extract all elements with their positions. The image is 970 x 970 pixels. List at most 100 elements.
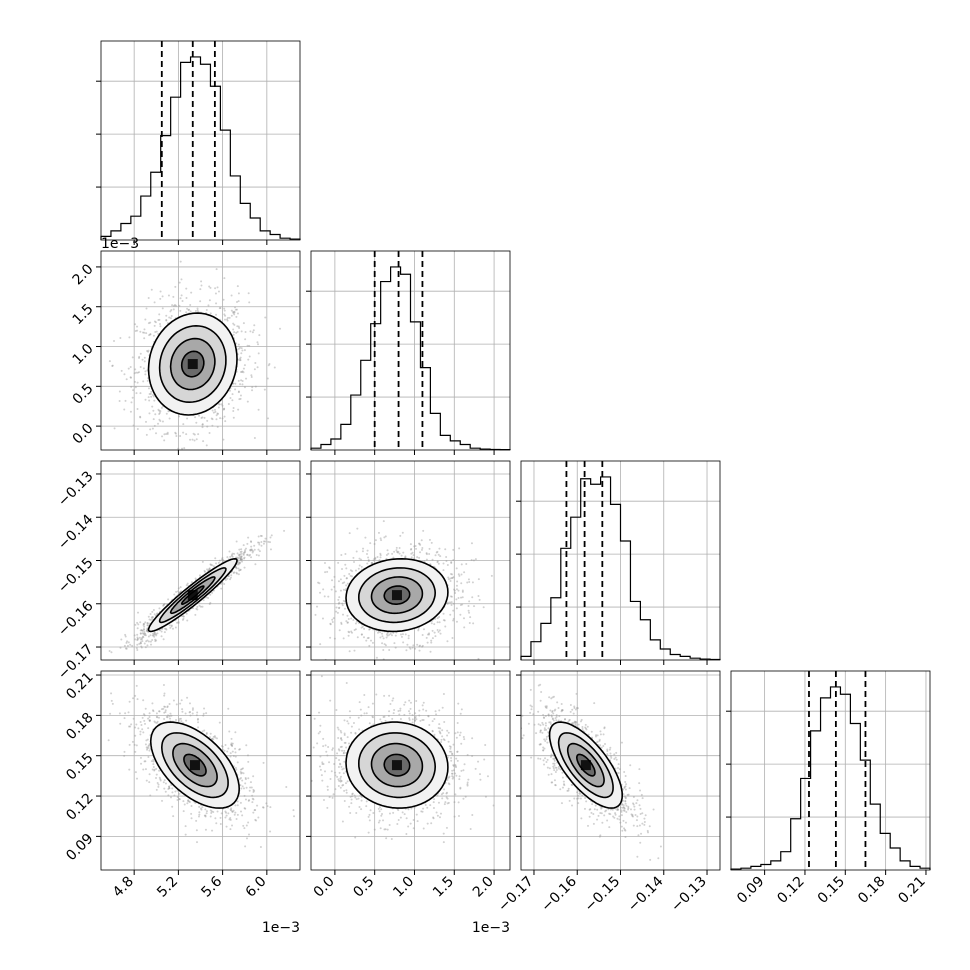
sample-point: [233, 552, 236, 555]
sample-point: [215, 737, 218, 740]
sample-point: [447, 576, 450, 579]
density-layer: [311, 675, 495, 844]
sample-point: [463, 738, 466, 741]
sample-point: [162, 781, 165, 784]
sample-point: [157, 785, 160, 788]
sample-point: [258, 334, 261, 337]
sample-point: [319, 730, 322, 733]
sample-point: [210, 417, 213, 420]
sample-point: [626, 793, 629, 796]
sample-point: [460, 742, 463, 745]
sample-point: [396, 550, 399, 553]
sample-point: [147, 322, 150, 325]
sample-point: [555, 715, 558, 718]
sample-point: [238, 748, 241, 751]
x-tick-label: 4.8: [110, 874, 137, 901]
sample-point: [232, 333, 235, 336]
sample-point: [148, 712, 151, 715]
sample-point: [539, 699, 542, 702]
sample-point: [334, 771, 337, 774]
sample-point: [486, 775, 489, 778]
sample-point: [257, 535, 260, 538]
sample-point: [240, 379, 243, 382]
sample-point: [412, 554, 415, 557]
sample-point: [342, 599, 345, 602]
sample-point: [234, 751, 237, 754]
sample-point: [141, 632, 144, 635]
sample-point: [190, 804, 193, 807]
sample-point: [338, 749, 341, 752]
sample-point: [368, 628, 371, 631]
sample-point: [381, 642, 384, 645]
sample-point: [98, 652, 100, 654]
sample-point: [154, 776, 157, 779]
sample-point: [170, 783, 173, 786]
sample-point: [207, 304, 210, 307]
sample-point: [329, 623, 332, 626]
sample-point: [584, 726, 587, 729]
sample-point: [644, 814, 647, 817]
sample-point: [118, 712, 121, 715]
y-tick-label: 1.5: [70, 301, 97, 328]
sample-point: [418, 649, 421, 652]
sample-point: [400, 554, 403, 557]
sample-point: [545, 728, 548, 731]
sample-point: [436, 621, 439, 624]
sample-point: [388, 694, 391, 697]
sample-point: [236, 800, 239, 803]
sample-point: [144, 373, 147, 376]
sample-point: [446, 802, 449, 805]
y-tick-label: 0.12: [63, 790, 96, 823]
sample-point: [408, 717, 411, 720]
sample-point: [139, 642, 142, 645]
histogram-panel-1: [306, 250, 511, 455]
sample-point: [135, 392, 138, 395]
sample-point: [145, 433, 148, 436]
sample-point: [228, 818, 231, 821]
sample-point: [349, 574, 352, 577]
sample-point: [147, 624, 150, 627]
sample-point: [214, 817, 217, 820]
sample-point: [338, 758, 341, 761]
sample-point: [341, 582, 344, 585]
sample-point: [226, 556, 229, 559]
sample-point: [335, 709, 338, 712]
sample-point: [208, 431, 211, 434]
sample-point: [234, 382, 237, 385]
sample-point: [144, 398, 147, 401]
sample-point: [454, 772, 457, 775]
sample-point: [391, 717, 394, 720]
sample-point: [242, 544, 245, 547]
sample-point: [209, 809, 212, 812]
sample-point: [624, 775, 627, 778]
sample-point: [236, 572, 239, 575]
sample-point: [571, 708, 574, 711]
sample-point: [237, 554, 240, 557]
sample-point: [415, 699, 418, 702]
scatter-panel-0-2: −0.17−0.16−0.15−0.14−0.13: [55, 460, 301, 683]
sample-point: [162, 683, 165, 686]
sample-point: [185, 311, 188, 314]
sample-point: [544, 705, 547, 708]
sample-point: [162, 707, 165, 710]
sample-point: [439, 812, 442, 815]
sample-point: [448, 745, 451, 748]
sample-point: [468, 622, 471, 625]
sample-point: [324, 744, 327, 747]
sample-point: [416, 820, 419, 823]
sample-point: [151, 702, 154, 705]
sample-point: [134, 750, 137, 753]
sample-point: [587, 824, 590, 827]
sample-point: [145, 739, 148, 742]
sample-point: [348, 805, 351, 808]
sample-point: [180, 699, 183, 702]
sample-point: [233, 311, 236, 314]
sample-point: [241, 349, 244, 352]
sample-point: [454, 764, 457, 767]
sample-point: [155, 432, 158, 435]
sample-point: [471, 596, 474, 599]
sample-point: [113, 662, 115, 664]
sample-point: [229, 828, 232, 831]
sample-point: [372, 723, 375, 726]
sample-point: [344, 563, 347, 566]
